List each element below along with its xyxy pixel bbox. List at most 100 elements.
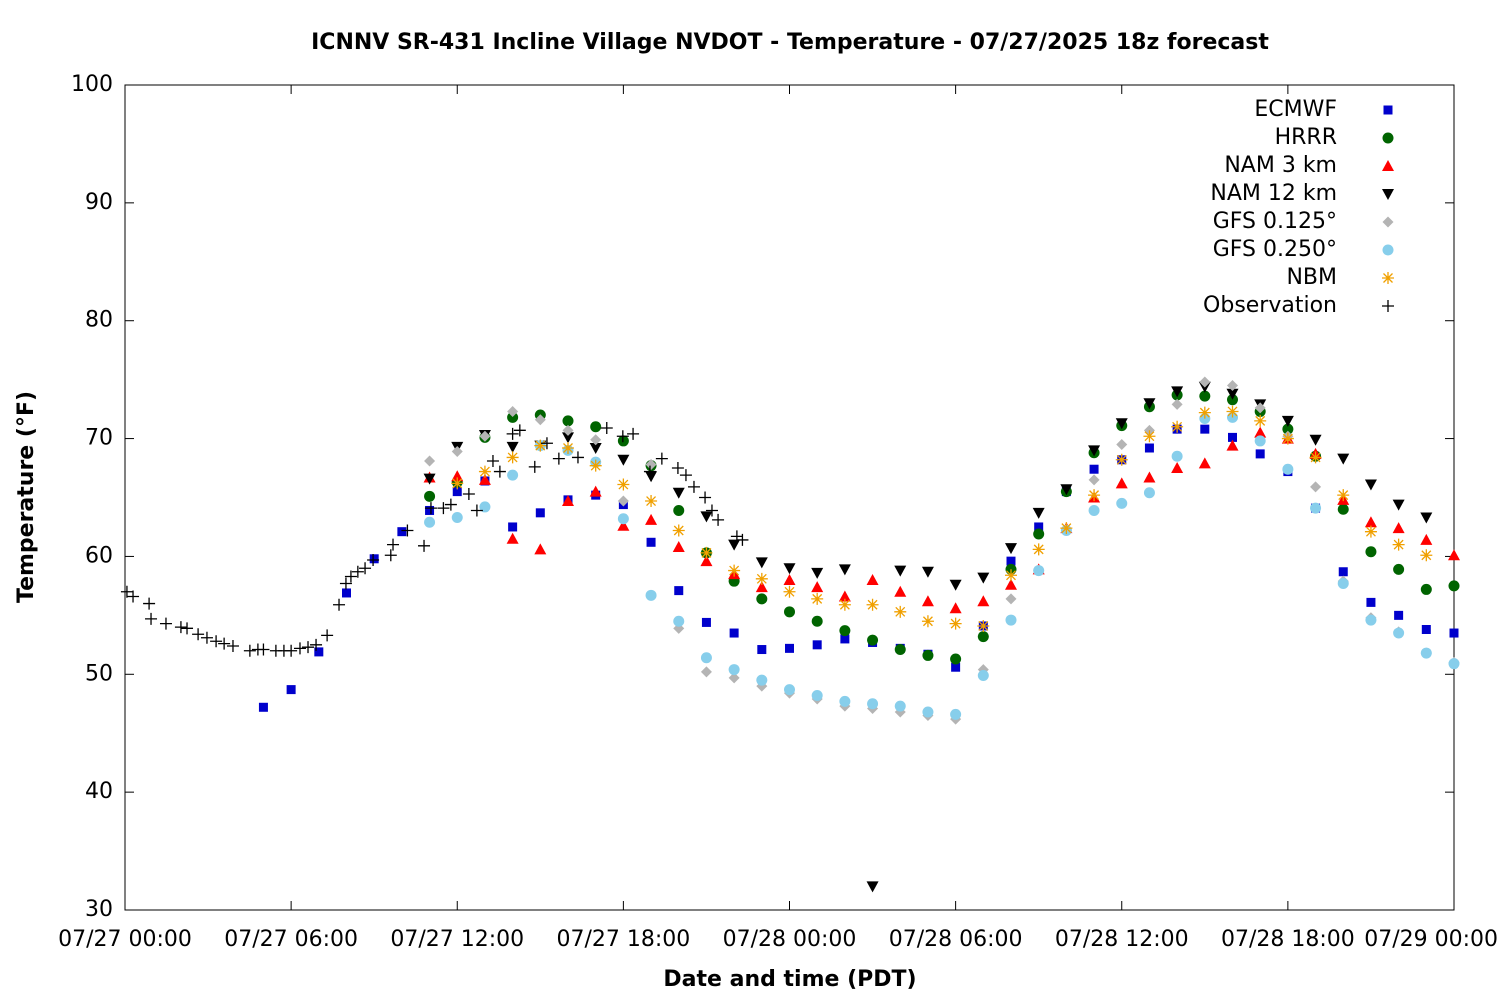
- x-tick-label: 07/28 06:00: [889, 927, 1023, 952]
- data-point: [922, 649, 934, 661]
- data-point: [977, 631, 989, 643]
- data-point: [425, 505, 435, 515]
- data-point: [210, 635, 223, 648]
- data-point: [921, 595, 934, 607]
- data-point: [755, 557, 768, 569]
- data-point: [812, 640, 822, 650]
- data-point: [1144, 443, 1154, 453]
- chart-title: ICNNV SR-431 Incline Village NVDOT - Tem…: [311, 30, 1269, 55]
- legend-marker: [1382, 160, 1394, 171]
- data-point: [1364, 479, 1377, 491]
- data-point: [321, 629, 334, 642]
- data-point: [1115, 453, 1128, 466]
- legend-marker: [1383, 105, 1393, 115]
- data-point: [451, 477, 464, 490]
- data-point: [444, 498, 457, 511]
- data-point: [127, 590, 140, 603]
- data-point: [1392, 499, 1405, 511]
- data-point: [562, 424, 574, 436]
- data-point: [700, 555, 713, 567]
- data-point: [1393, 627, 1405, 639]
- data-point: [617, 495, 629, 507]
- data-point: [672, 487, 685, 499]
- data-point: [218, 637, 231, 650]
- data-point: [1448, 580, 1460, 592]
- data-point: [1448, 658, 1460, 670]
- data-point: [866, 574, 879, 585]
- data-point: [671, 462, 684, 475]
- data-point: [1171, 462, 1184, 474]
- y-tick-label: 40: [85, 779, 113, 804]
- data-point: [838, 564, 851, 576]
- data-point: [423, 473, 436, 485]
- data-point: [437, 502, 450, 515]
- data-point: [513, 424, 526, 437]
- data-point: [1171, 450, 1183, 462]
- data-point: [1006, 556, 1016, 566]
- data-point: [424, 490, 436, 502]
- data-point: [1364, 516, 1377, 528]
- data-point: [1032, 507, 1045, 519]
- data-point: [181, 622, 194, 635]
- data-point: [387, 538, 400, 551]
- data-point: [866, 881, 879, 893]
- data-point: [950, 708, 962, 720]
- data-point: [1394, 610, 1404, 620]
- legend-label: NBM: [1286, 265, 1337, 290]
- data-point: [1116, 438, 1128, 450]
- data-point: [1337, 489, 1350, 502]
- data-point: [1282, 463, 1294, 475]
- data-point: [1337, 578, 1349, 590]
- data-point: [1226, 405, 1239, 418]
- data-point: [645, 589, 657, 601]
- data-point: [257, 643, 270, 656]
- legend-marker: [1382, 189, 1394, 200]
- data-point: [1228, 432, 1237, 442]
- data-point: [1088, 504, 1100, 516]
- data-point: [258, 702, 268, 712]
- data-point: [756, 674, 768, 686]
- data-point: [310, 638, 323, 651]
- data-point: [562, 415, 574, 427]
- data-point: [1420, 533, 1433, 545]
- data-point: [571, 451, 584, 464]
- data-point: [1143, 487, 1155, 499]
- data-point: [1005, 593, 1017, 605]
- data-point: [1364, 525, 1377, 538]
- data-point: [1005, 614, 1017, 626]
- data-point: [462, 487, 475, 500]
- data-point: [451, 512, 463, 524]
- data-point: [120, 585, 133, 598]
- data-point: [705, 504, 718, 517]
- data-point: [369, 554, 379, 564]
- data-point: [949, 602, 962, 614]
- data-point: [1200, 424, 1210, 434]
- data-point: [359, 562, 372, 575]
- data-point: [783, 563, 796, 575]
- legend-label: NAM 12 km: [1210, 181, 1337, 206]
- legend-label: Observation: [1203, 293, 1337, 318]
- data-point: [894, 565, 907, 577]
- data-point: [645, 495, 658, 508]
- data-point: [755, 572, 768, 585]
- data-point: [590, 434, 602, 446]
- data-point: [1060, 522, 1073, 535]
- data-point: [192, 628, 205, 641]
- data-point: [617, 454, 630, 466]
- data-point: [418, 539, 431, 552]
- data-point: [811, 592, 824, 605]
- data-point: [1282, 423, 1294, 435]
- data-point: [1088, 489, 1101, 502]
- data-point: [589, 485, 602, 497]
- data-point: [145, 612, 158, 625]
- y-tick-label: 30: [85, 897, 113, 922]
- data-point: [590, 421, 602, 433]
- data-point: [1421, 625, 1431, 634]
- data-point: [1005, 543, 1017, 555]
- legend-label: GFS 0.125°: [1213, 209, 1337, 234]
- data-point: [756, 593, 768, 605]
- data-point: [534, 439, 547, 452]
- data-point: [784, 684, 795, 696]
- legend-marker: [1382, 272, 1394, 284]
- data-point: [367, 553, 380, 566]
